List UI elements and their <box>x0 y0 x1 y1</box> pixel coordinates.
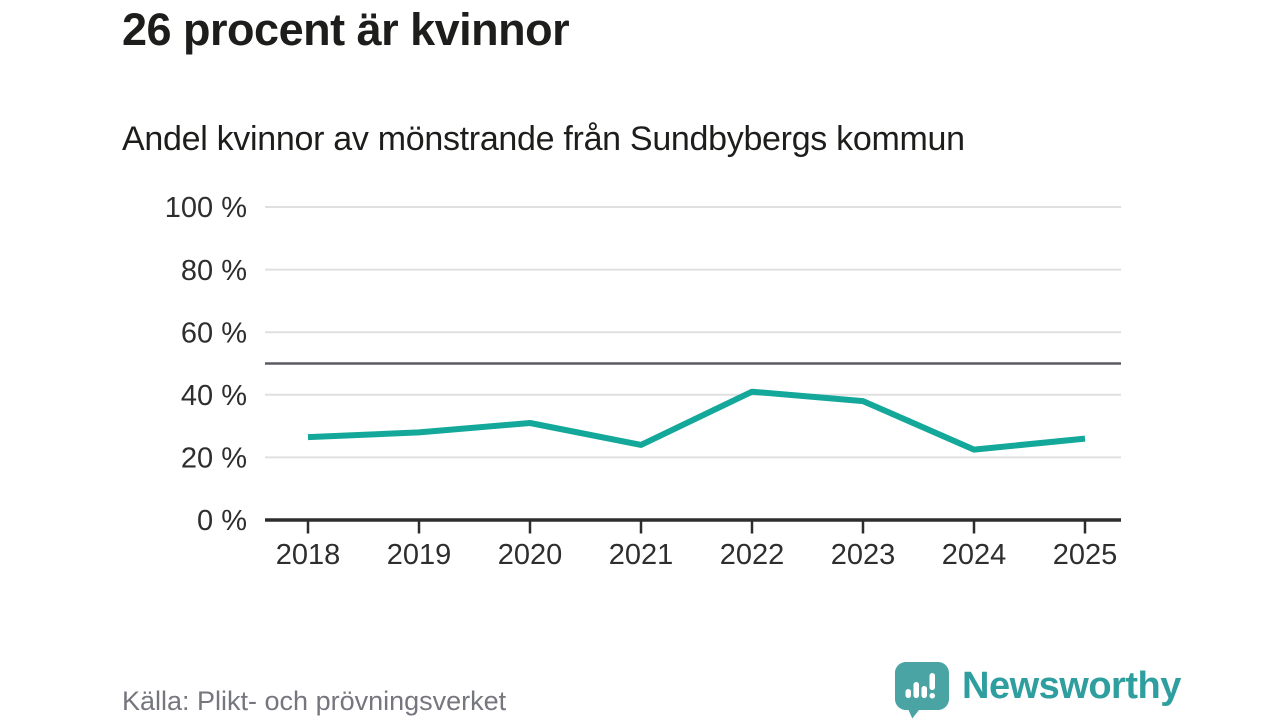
x-axis-tick-label: 2019 <box>387 539 452 571</box>
y-axis-tick-label: 40 % <box>181 380 247 412</box>
logo-bar-medium <box>921 685 927 698</box>
x-axis-tick-label: 2020 <box>498 539 563 571</box>
y-axis-tick-label: 0 % <box>197 505 247 537</box>
x-axis-tick-label: 2022 <box>720 539 785 571</box>
y-axis-tick-label: 100 % <box>165 192 247 224</box>
subtitle: Andel kvinnor av mönstrande från Sundbyb… <box>122 120 965 158</box>
x-axis-tick-label: 2024 <box>942 539 1007 571</box>
newsworthy-brand: Newsworthy <box>895 661 1181 719</box>
headline: 26 procent är kvinnor <box>122 4 570 55</box>
y-axis-tick-label: 80 % <box>181 255 247 287</box>
x-axis-tick-label: 2021 <box>609 539 674 571</box>
logo-exclamation-dot <box>929 692 935 698</box>
x-axis-tick-label: 2023 <box>831 539 896 571</box>
newsworthy-logo-icon <box>895 661 949 718</box>
brand-wordmark: Newsworthy <box>962 665 1181 707</box>
y-axis-tick-label: 20 % <box>181 443 247 475</box>
logo-bar-tall <box>913 681 919 698</box>
x-axis-tick-label: 2025 <box>1053 539 1118 571</box>
logo-bar-short <box>905 688 911 698</box>
y-axis-tick-label: 60 % <box>181 317 247 349</box>
source-note: Källa: Plikt- och prövningsverket <box>122 686 507 716</box>
logo-exclamation-bar <box>929 672 935 690</box>
data-line-andel-kvinnor <box>307 388 1086 453</box>
x-axis-tick-label: 2018 <box>276 539 341 571</box>
